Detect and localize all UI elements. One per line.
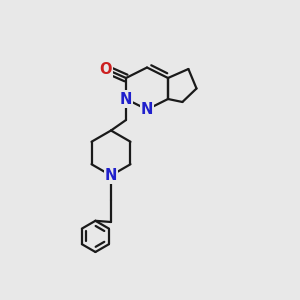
Text: N: N bbox=[120, 92, 132, 106]
Text: O: O bbox=[99, 61, 112, 76]
Text: N: N bbox=[105, 168, 117, 183]
Text: N: N bbox=[141, 102, 153, 117]
